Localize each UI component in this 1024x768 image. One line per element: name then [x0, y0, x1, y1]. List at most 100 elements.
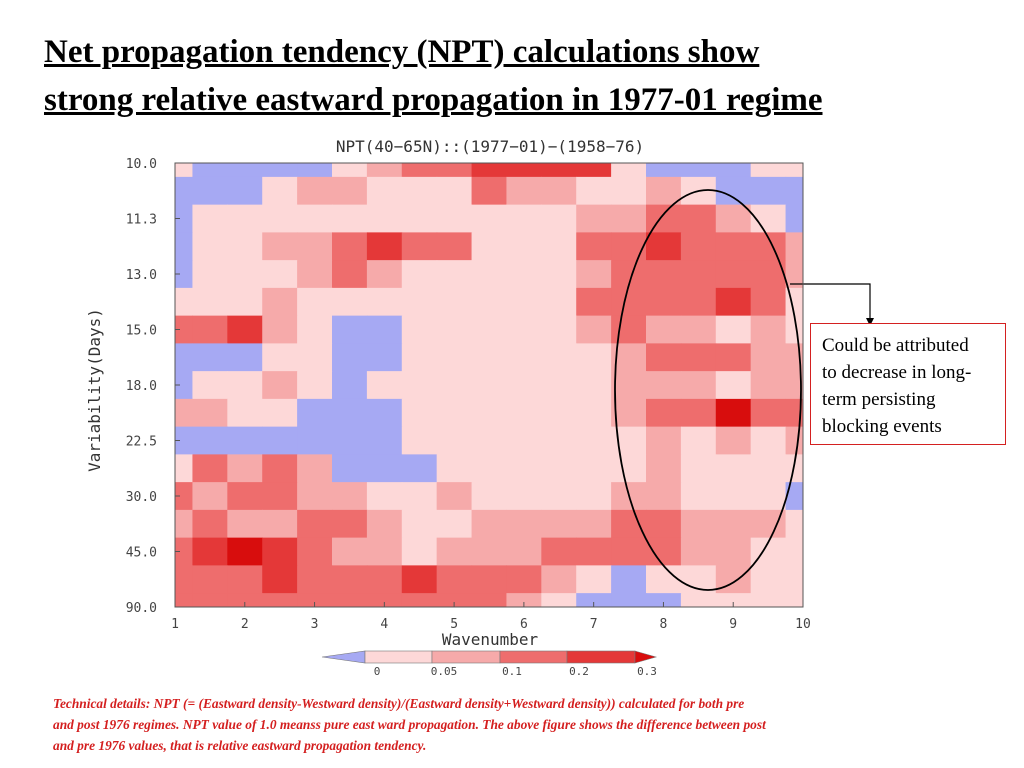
contour-cell	[506, 426, 542, 455]
contour-cell	[227, 232, 263, 261]
contour-cell	[262, 398, 298, 428]
contour-cell	[750, 287, 787, 317]
contour-cell	[401, 232, 438, 261]
y-tick-label: 45.0	[126, 546, 157, 561]
colorbar-label: 0.2	[569, 665, 589, 678]
contour-cell	[471, 343, 508, 372]
contour-cell	[576, 509, 612, 539]
contour-cell	[680, 371, 717, 400]
contour-cell	[297, 398, 333, 428]
contour-cell	[401, 371, 438, 400]
contour-cell	[715, 232, 752, 261]
contour-cell	[576, 176, 612, 206]
contour-cell	[576, 343, 612, 372]
contour-cell	[541, 565, 577, 594]
contour-cell	[715, 426, 752, 455]
contour-cell	[175, 509, 194, 539]
contour-cell	[680, 163, 717, 178]
contour-cell	[262, 454, 298, 483]
contour-cell	[262, 260, 298, 289]
contour-cell	[506, 537, 542, 566]
contour-cell	[297, 315, 333, 344]
contour-cell	[332, 315, 368, 344]
contour-cell	[680, 509, 717, 539]
contour-cell	[366, 371, 403, 400]
contour-cell	[506, 260, 542, 289]
y-tick-label: 22.5	[126, 435, 157, 450]
contour-cell	[541, 176, 577, 206]
contour-cell	[576, 454, 612, 483]
contour-cell	[175, 454, 194, 483]
contour-cell	[785, 204, 803, 233]
contour-cell	[436, 509, 473, 539]
x-tick-label: 6	[520, 617, 528, 632]
contour-cell	[646, 163, 682, 178]
contour-cell	[175, 565, 194, 594]
contour-cell	[541, 343, 577, 372]
contour-cell	[262, 343, 298, 372]
contour-cell	[715, 287, 752, 317]
contour-cell	[646, 343, 682, 372]
contour-cell	[715, 398, 752, 428]
annotation-layer	[614, 189, 874, 591]
contour-cell	[715, 163, 752, 178]
contour-cell	[332, 343, 368, 372]
contour-cell	[262, 537, 298, 566]
technical-line-3: and pre 1976 values, that is relative ea…	[53, 738, 427, 753]
contour-cell	[646, 260, 682, 289]
contour-cell	[192, 482, 228, 511]
contour-cell	[785, 482, 803, 511]
contour-cell	[785, 371, 803, 400]
contour-cell	[646, 593, 682, 607]
contour-cell	[785, 565, 803, 594]
contour-cell	[436, 454, 473, 483]
contour-cell	[471, 315, 508, 344]
contour-cell	[715, 176, 752, 206]
contour-cell	[576, 204, 612, 233]
x-tick-label: 1	[171, 617, 179, 632]
contour-cell	[436, 371, 473, 400]
contour-cell	[646, 426, 682, 455]
x-axis-label: Wavenumber	[442, 630, 539, 649]
contour-cell	[541, 426, 577, 455]
callout-arrowhead	[866, 318, 874, 326]
contour-cell	[175, 398, 194, 428]
y-tick-label: 13.0	[126, 268, 157, 283]
colorbar-label: 0	[374, 665, 381, 678]
contour-cell	[576, 315, 612, 344]
contour-cell	[227, 537, 263, 566]
contour-cell	[680, 482, 717, 511]
contour-cell	[262, 593, 298, 607]
contour-cell	[680, 454, 717, 483]
contour-cell	[227, 426, 263, 455]
contour-cell	[175, 287, 194, 317]
callout-line-4: blocking events	[822, 416, 942, 437]
contour-cell	[227, 176, 263, 206]
y-tick-label: 30.0	[126, 490, 157, 505]
x-tick-label: 2	[241, 617, 249, 632]
contour-cell	[297, 565, 333, 594]
x-axis: 1 2 3 4 5 6 7 8 9 10	[171, 602, 811, 632]
contour-cell	[471, 537, 508, 566]
contour-cell	[227, 287, 263, 317]
slide-title: Net propagation tendency (NPT) calculati…	[44, 28, 1004, 124]
contour-cell	[366, 287, 403, 317]
contour-cell	[192, 287, 228, 317]
contour-cell	[436, 204, 473, 233]
contour-cell	[680, 260, 717, 289]
contour-cell	[436, 343, 473, 372]
contour-cell	[715, 593, 752, 607]
contour-cell	[192, 398, 228, 428]
contour-cell	[646, 287, 682, 317]
contour-cell	[192, 371, 228, 400]
contour-cell	[506, 398, 542, 428]
contour-cell	[262, 565, 298, 594]
contour-cell	[715, 565, 752, 594]
contour-cell	[297, 509, 333, 539]
contour-cell	[646, 482, 682, 511]
contour-cell	[785, 537, 803, 566]
contour-cell	[611, 232, 647, 261]
contour-cell	[750, 593, 787, 607]
contour-cell	[192, 204, 228, 233]
contour-cell	[297, 371, 333, 400]
